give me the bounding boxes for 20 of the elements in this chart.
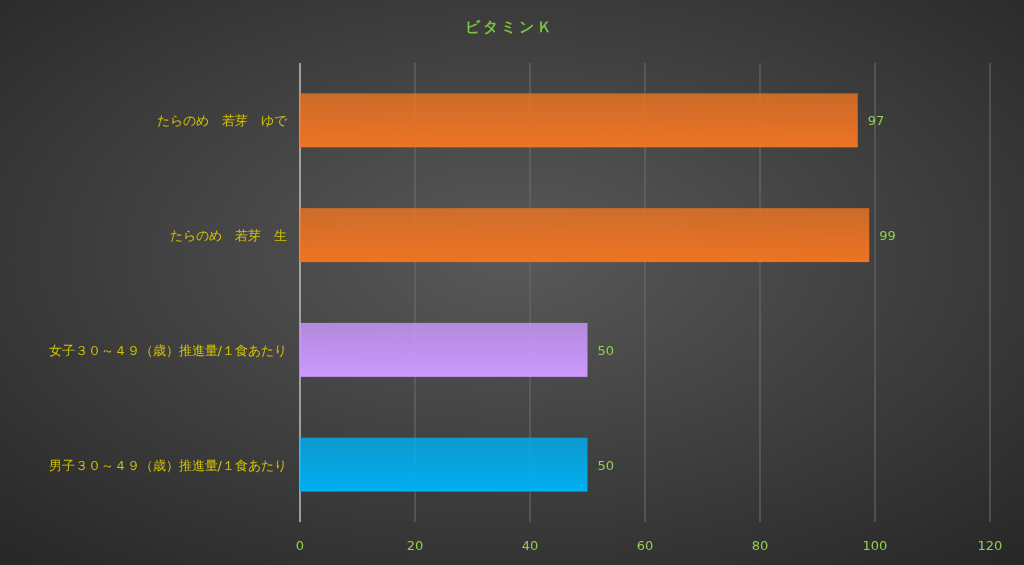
y-tick-label: 男子３０～４９（歳）推進量/１食あたり — [48, 457, 287, 473]
data-label: 50 — [597, 342, 615, 358]
x-tick-label: 60 — [636, 538, 654, 553]
x-tick-label: 100 — [862, 538, 888, 553]
bar — [300, 93, 858, 148]
bar — [300, 208, 870, 263]
y-tick-label: 女子３０～４９（歳）推進量/１食あたり — [48, 342, 287, 358]
y-tick-label: たらのめ 若芽 ゆで — [157, 113, 288, 129]
chart-title: ビタミンＫ — [465, 18, 555, 36]
bar — [300, 437, 588, 492]
x-tick-label: 120 — [977, 538, 1003, 553]
bar — [300, 322, 588, 377]
x-tick-label: 20 — [406, 538, 424, 553]
data-label: 50 — [597, 457, 615, 473]
x-tick-label: 0 — [295, 538, 305, 553]
data-label: 97 — [867, 113, 885, 129]
x-tick-label: 40 — [521, 538, 539, 553]
data-label: 99 — [879, 228, 896, 244]
y-tick-label: たらのめ 若芽 生 — [170, 228, 287, 244]
x-tick-label: 80 — [751, 538, 769, 553]
